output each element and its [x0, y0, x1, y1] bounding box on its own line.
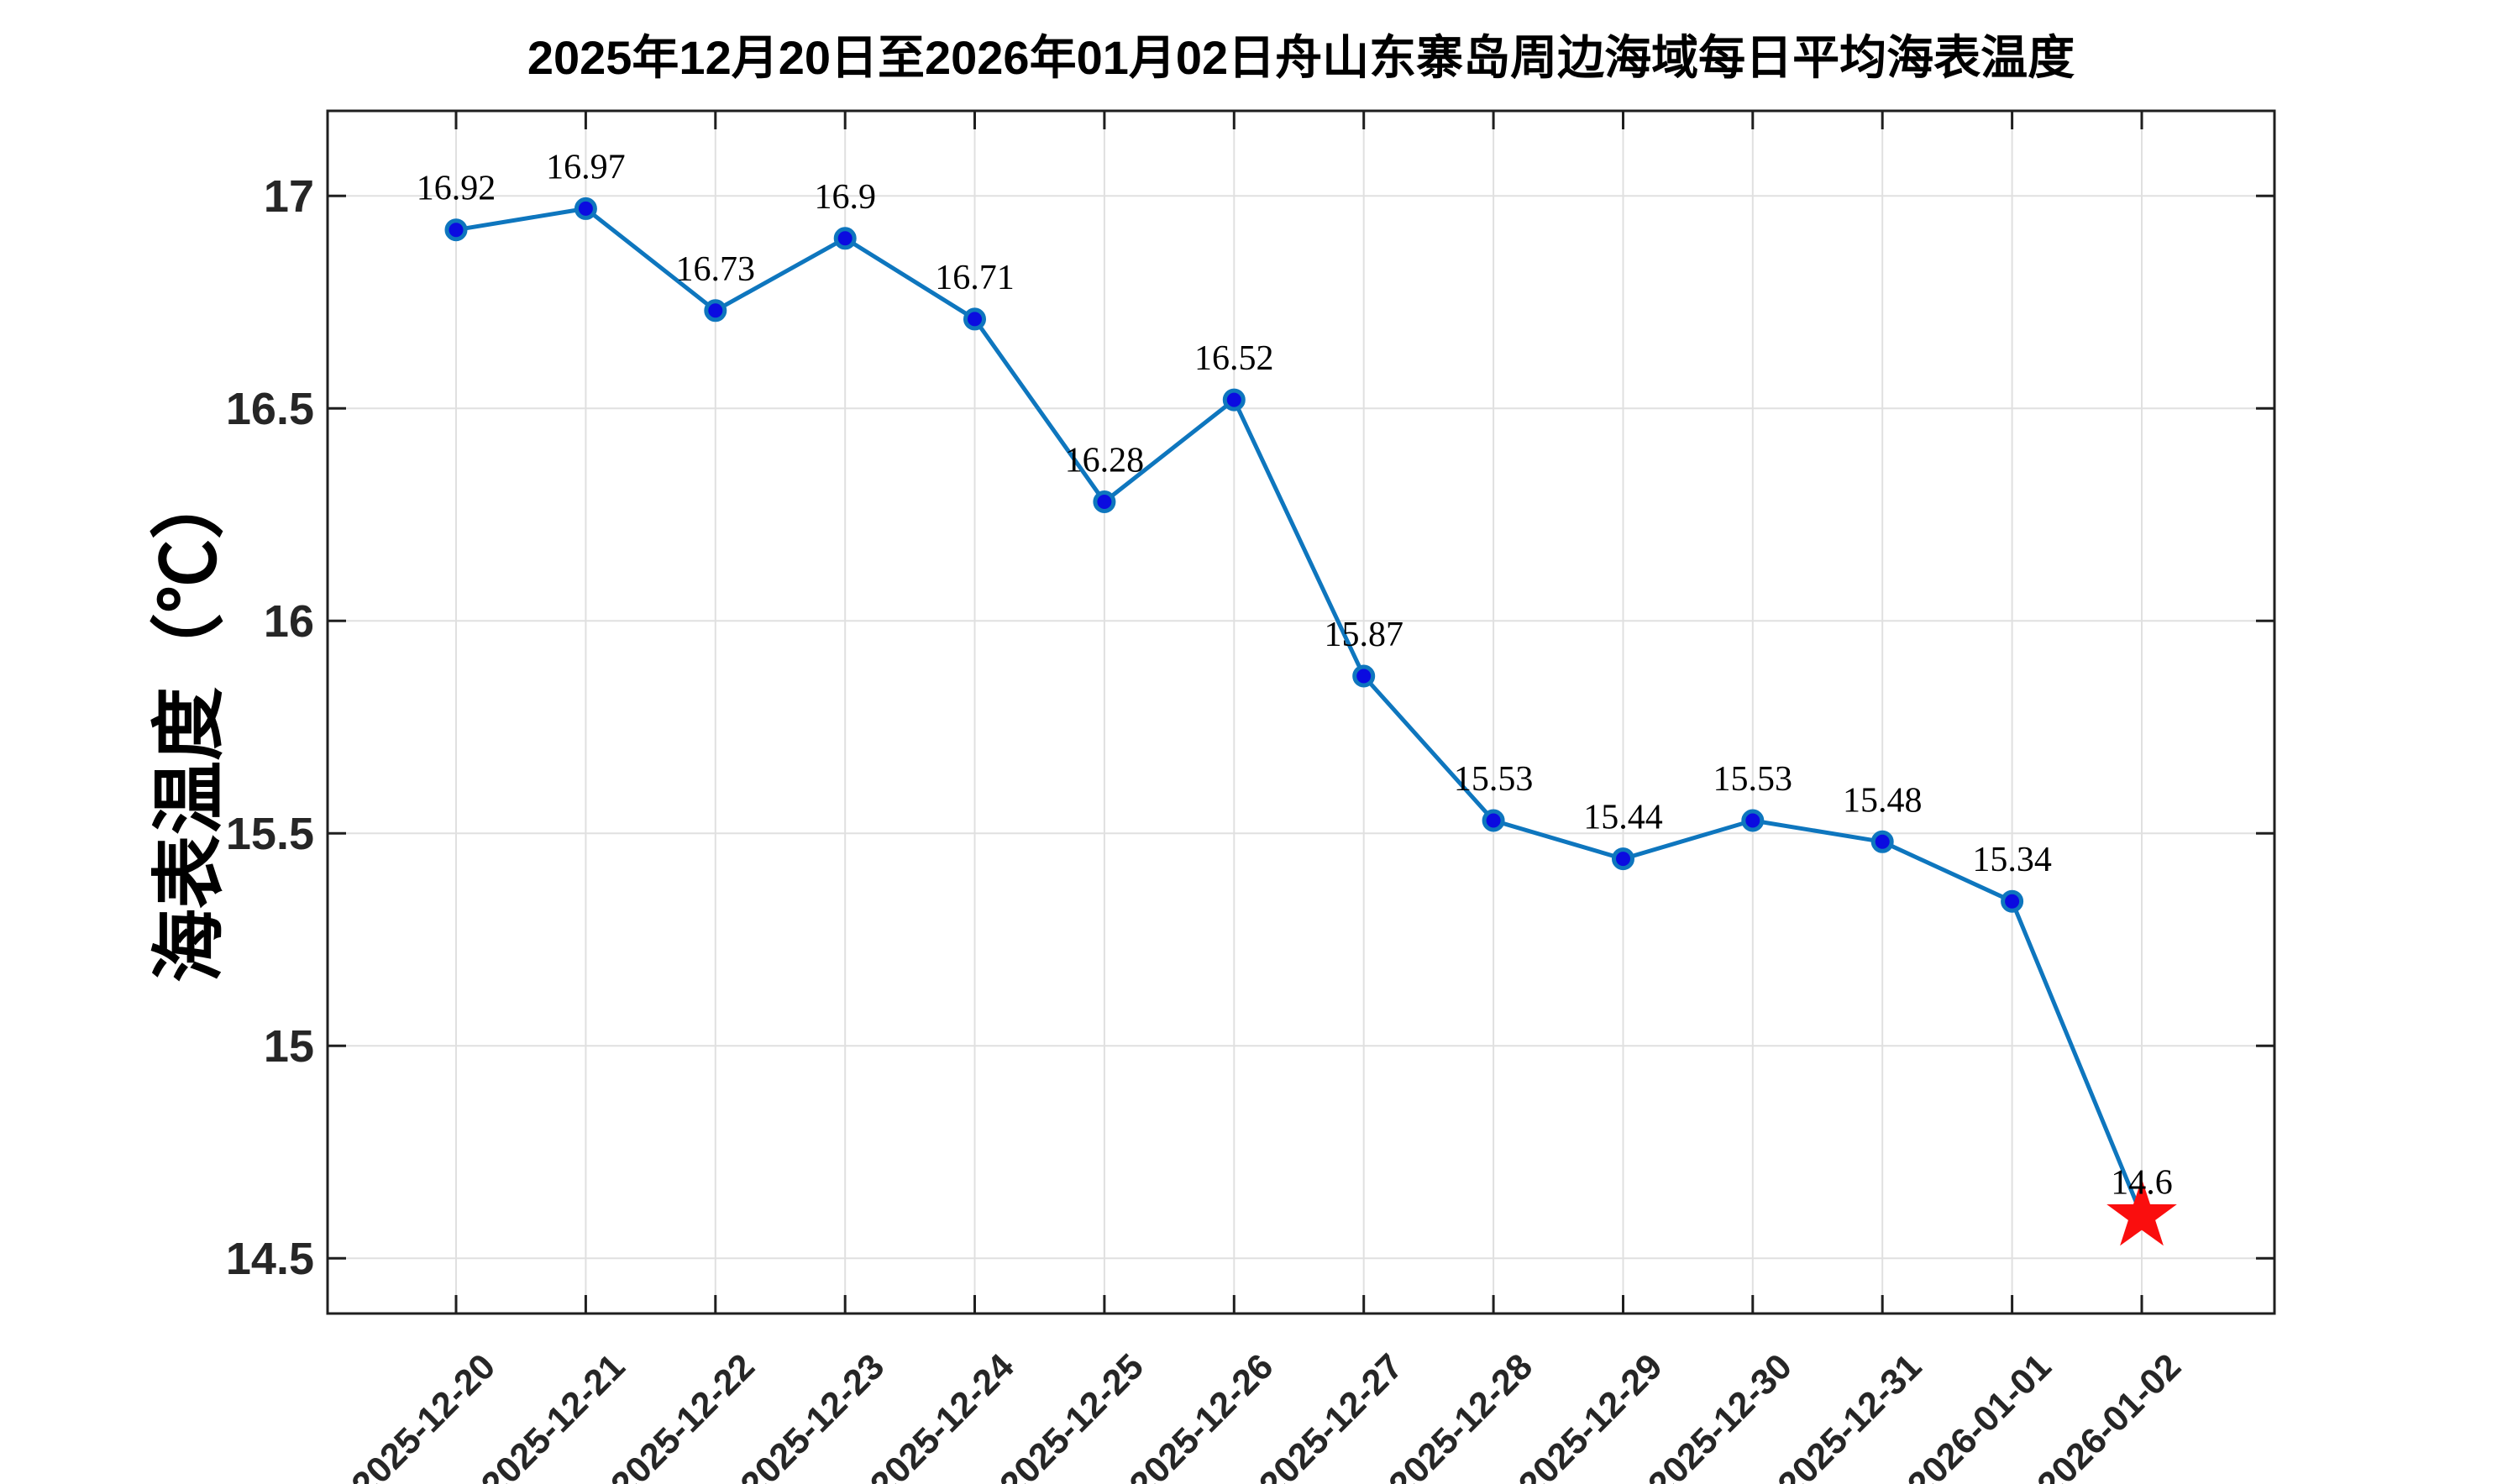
data-value-label: 16.9 [814, 178, 876, 217]
data-value-label: 16.97 [546, 148, 626, 186]
data-point-marker [833, 227, 857, 250]
data-value-label: 15.44 [1583, 799, 1663, 837]
data-value-label: 16.73 [676, 250, 756, 289]
x-tick-label: 2026-01-02 [2030, 1346, 2189, 1484]
x-tick-label: 2025-12-26 [1122, 1346, 1281, 1484]
data-point-marker [704, 299, 727, 322]
x-tick-label: 2025-12-21 [474, 1346, 632, 1484]
data-value-label: 14.6 [2111, 1164, 2173, 1203]
y-tick-label: 14.5 [226, 1234, 314, 1284]
data-value-label: 16.28 [1065, 442, 1145, 480]
forecast-star-marker [2106, 1178, 2177, 1246]
data-point-marker [1741, 809, 1765, 832]
y-tick-label: 17 [264, 171, 314, 222]
data-value-label: 15.53 [1713, 760, 1793, 799]
y-tick-label: 15.5 [226, 809, 314, 859]
y-tick-label: 16.5 [226, 384, 314, 434]
x-tick-label: 2025-12-25 [992, 1346, 1151, 1484]
data-value-label: 15.34 [1972, 841, 2052, 879]
chart-title: 2025年12月20日至2026年01月02日舟山东寨岛周边海域每日平均海表温度 [527, 31, 2075, 84]
x-tick-label: 2025-12-30 [1640, 1346, 1799, 1484]
series-line [454, 206, 2144, 1219]
data-point-marker [1870, 830, 1894, 853]
data-point-marker [574, 197, 597, 220]
x-tick-label: 2025-12-24 [863, 1346, 1022, 1484]
x-tick-label: 2025-12-27 [1251, 1346, 1410, 1484]
data-value-label: 15.53 [1454, 760, 1534, 799]
data-point-marker [1352, 664, 1376, 688]
x-tick-label: 2025-12-28 [1382, 1346, 1540, 1484]
data-point-marker [2001, 889, 2024, 913]
data-value-label: 15.48 [1843, 781, 1923, 820]
data-value-label: 16.52 [1194, 339, 1274, 378]
data-value-label: 16.92 [417, 170, 496, 208]
data-point-marker [963, 307, 986, 331]
x-tick-label: 2025-12-20 [344, 1346, 503, 1484]
y-tick-label: 16 [264, 596, 314, 647]
axes-border [326, 109, 2276, 1315]
data-value-label: 16.71 [935, 259, 1015, 297]
x-tick-label: 2025-12-23 [733, 1346, 892, 1484]
x-tick-label: 2026-01-01 [1900, 1346, 2059, 1484]
data-point-marker [1222, 388, 1246, 412]
data-point-marker [1482, 809, 1505, 832]
data-value-label: 15.87 [1324, 616, 1403, 654]
data-point-marker [1612, 847, 1634, 871]
y-tick-label: 15 [264, 1021, 314, 1072]
data-point-marker [444, 218, 468, 242]
x-tick-label: 2025-12-29 [1511, 1346, 1670, 1484]
data-point-marker [1093, 490, 1116, 513]
x-tick-label: 2025-12-31 [1771, 1346, 1929, 1484]
x-tick-label: 2025-12-22 [603, 1346, 762, 1484]
